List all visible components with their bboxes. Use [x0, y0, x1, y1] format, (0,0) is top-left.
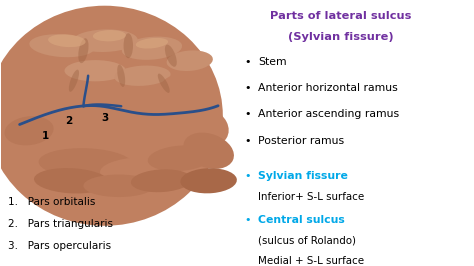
Text: Anterior horizontal ramus: Anterior horizontal ramus — [258, 83, 398, 93]
Ellipse shape — [34, 168, 109, 193]
Text: •: • — [244, 136, 251, 146]
Text: Stem: Stem — [258, 57, 287, 67]
Text: 2: 2 — [65, 116, 73, 126]
Ellipse shape — [38, 148, 133, 178]
Text: (Sylvian fissure): (Sylvian fissure) — [288, 32, 394, 42]
Text: •: • — [244, 57, 251, 67]
Ellipse shape — [18, 65, 78, 87]
Ellipse shape — [158, 74, 170, 93]
Ellipse shape — [131, 169, 192, 192]
Ellipse shape — [167, 50, 213, 71]
Text: Inferior+ S-L surface: Inferior+ S-L surface — [258, 192, 365, 202]
Ellipse shape — [83, 174, 155, 197]
Text: •: • — [244, 215, 251, 225]
Text: •: • — [244, 171, 251, 181]
Ellipse shape — [148, 145, 213, 171]
Text: Parts of lateral sulcus: Parts of lateral sulcus — [270, 11, 411, 21]
Text: Medial + S-L surface: Medial + S-L surface — [258, 256, 365, 266]
Ellipse shape — [69, 70, 79, 92]
Ellipse shape — [122, 36, 182, 60]
Ellipse shape — [0, 6, 223, 226]
Text: (sulcus of Rolando): (sulcus of Rolando) — [258, 236, 356, 246]
Ellipse shape — [5, 89, 63, 123]
Text: Sylvian fissure: Sylvian fissure — [258, 171, 348, 181]
Ellipse shape — [72, 30, 137, 52]
Ellipse shape — [117, 65, 125, 87]
Text: 3: 3 — [101, 113, 108, 123]
Text: 3.   Pars opercularis: 3. Pars opercularis — [8, 241, 111, 251]
Ellipse shape — [183, 133, 234, 169]
Ellipse shape — [165, 45, 177, 67]
Text: 1.   Pars orbitalis: 1. Pars orbitalis — [8, 197, 95, 207]
Text: 1: 1 — [42, 131, 49, 141]
Ellipse shape — [114, 65, 171, 86]
Ellipse shape — [100, 157, 185, 185]
Ellipse shape — [64, 60, 126, 81]
Text: •: • — [244, 83, 251, 93]
Ellipse shape — [170, 104, 229, 148]
Text: 2.   Pars triangularis: 2. Pars triangularis — [8, 219, 113, 229]
Ellipse shape — [162, 73, 208, 94]
Ellipse shape — [48, 34, 86, 47]
Ellipse shape — [93, 30, 126, 41]
Ellipse shape — [136, 38, 168, 49]
Text: Anterior ascending ramus: Anterior ascending ramus — [258, 110, 400, 119]
Text: Posterior ramus: Posterior ramus — [258, 136, 345, 146]
Text: Central sulcus: Central sulcus — [258, 215, 345, 225]
Text: •: • — [244, 110, 251, 119]
Ellipse shape — [78, 38, 89, 63]
Ellipse shape — [124, 33, 133, 58]
Ellipse shape — [5, 116, 54, 145]
Ellipse shape — [29, 34, 95, 57]
Ellipse shape — [181, 168, 237, 193]
